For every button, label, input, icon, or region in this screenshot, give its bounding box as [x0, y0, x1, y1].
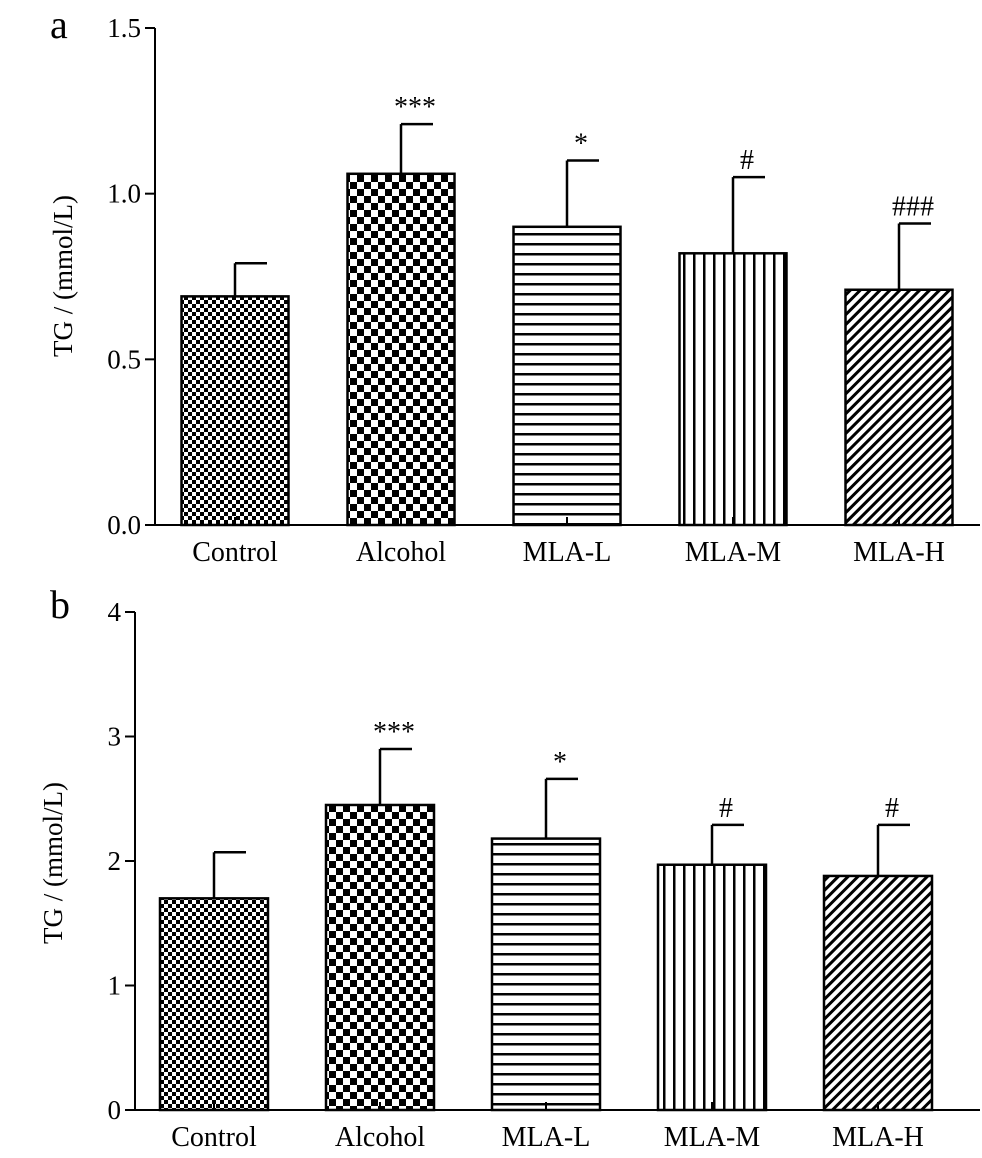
y-ticks-b: 0 1 2 3 4	[108, 597, 135, 1125]
significance-label-a-mla-h: ###	[892, 191, 934, 222]
y-axis-label-b: TG / (mmol/L)	[38, 782, 68, 944]
chart-panel-a: a TG / (mmol/L) ****#### 0.00.51.01.5 Co…	[48, 2, 980, 568]
x-tick-labels-a: Control Alcohol MLA-L MLA-M MLA-H	[192, 537, 945, 568]
x-tick-label-b-mla-h: MLA-H	[832, 1122, 924, 1153]
bar-b-mla-h	[822, 874, 934, 1112]
y-tick-label-a-0: 0.0	[107, 510, 141, 540]
y-tick-label-b-1: 1	[108, 971, 122, 1001]
x-tick-label-b-mla-m: MLA-M	[664, 1122, 761, 1153]
y-tick-label-a-1: 0.5	[107, 344, 141, 374]
bar-a-mla-h	[844, 288, 954, 527]
x-tick-label-b-alcohol: Alcohol	[335, 1122, 425, 1153]
x-tick-label-a-mla-m: MLA-M	[685, 537, 782, 568]
panel-label-a: a	[50, 2, 68, 47]
y-tick-label-b-4: 4	[108, 597, 122, 627]
bar-b-alcohol	[324, 803, 436, 1112]
error-bars-b	[212, 747, 910, 899]
bars-b	[158, 803, 934, 1112]
error-bars-a	[233, 122, 931, 297]
y-tick-label-b-0: 0	[108, 1095, 122, 1125]
x-tick-label-a-mla-h: MLA-H	[853, 537, 945, 568]
x-tick-label-b-control: Control	[171, 1122, 257, 1153]
y-ticks-a: 0.0 0.5 1.0 1.5	[107, 13, 155, 540]
bar-a-control	[180, 295, 290, 527]
bar-a-alcohol	[346, 172, 456, 527]
bar-a-mla-m	[678, 252, 788, 527]
significance-label-a-mla-m: #	[740, 145, 754, 176]
significance-labels-a: ****####	[394, 92, 934, 222]
x-tick-label-a-mla-l: MLA-L	[523, 537, 612, 568]
y-tick-label-b-3: 3	[108, 722, 122, 752]
significance-label-b-alcohol: ***	[373, 717, 415, 748]
x-tick-labels-b: Control Alcohol MLA-L MLA-M MLA-H	[171, 1122, 924, 1153]
y-tick-label-b-2: 2	[108, 846, 122, 876]
panel-label-b: b	[50, 582, 70, 627]
significance-label-a-alcohol: ***	[394, 92, 436, 123]
significance-label-a-mla-l: *	[574, 129, 588, 160]
x-tick-label-a-control: Control	[192, 537, 278, 568]
y-tick-label-a-2: 1.0	[107, 179, 141, 209]
bar-a-mla-l	[512, 225, 622, 527]
significance-label-b-mla-l: *	[553, 747, 567, 778]
y-axis-label-a: TG / (mmol/L)	[48, 195, 78, 357]
bar-b-control	[158, 897, 270, 1112]
x-tick-label-a-alcohol: Alcohol	[356, 537, 446, 568]
significance-label-b-mla-m: #	[719, 793, 733, 824]
x-tick-label-b-mla-l: MLA-L	[502, 1122, 591, 1153]
y-tick-label-a-3: 1.5	[107, 13, 141, 43]
bar-b-mla-m	[656, 863, 768, 1112]
significance-labels-b: ****# #	[373, 717, 899, 824]
significance-label-b-mla-h: #	[885, 793, 899, 824]
axes-a	[154, 28, 980, 526]
bar-b-mla-l	[490, 837, 602, 1112]
